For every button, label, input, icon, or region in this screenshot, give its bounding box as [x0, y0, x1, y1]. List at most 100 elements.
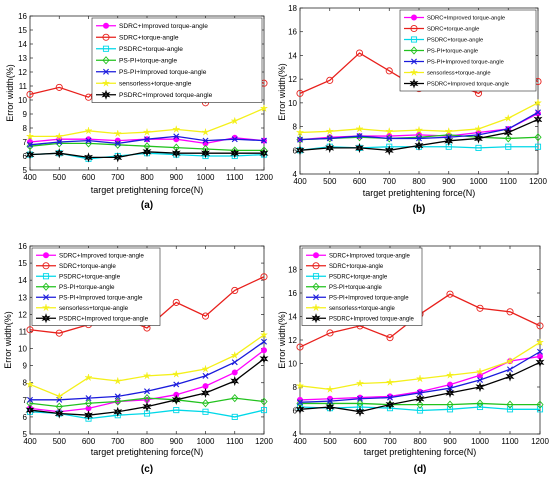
legend-label: sensorless+torque-angle	[427, 71, 491, 77]
y-tick-label: 16	[288, 289, 297, 298]
legend-marker	[409, 78, 419, 89]
legend-label: sensorless+torque-angle	[329, 306, 396, 312]
data-point	[56, 139, 63, 145]
series-lines	[295, 49, 543, 156]
data-point	[534, 143, 542, 150]
data-point	[25, 404, 35, 416]
data-point	[503, 113, 513, 122]
legend-marker	[101, 78, 111, 87]
legend-marker	[410, 36, 418, 43]
data-point	[201, 144, 210, 154]
series	[295, 357, 545, 417]
data-point	[114, 140, 121, 147]
data-point	[474, 124, 483, 133]
data-point	[26, 90, 34, 98]
data-point	[172, 298, 180, 306]
y-tick-label: 13	[18, 293, 27, 302]
data-point	[384, 126, 394, 135]
data-point	[142, 127, 152, 136]
legend-marker	[312, 273, 320, 280]
y-tick-label: 8	[23, 379, 28, 388]
data-point	[326, 329, 334, 337]
legend-marker	[102, 33, 110, 41]
x-tick-label: 700	[111, 437, 125, 446]
legend: SDRC+Improved torque-angle SDRC+torque-an…	[399, 9, 537, 92]
data-point	[295, 145, 305, 156]
legend-item: sensorless+torque-angle	[306, 303, 396, 312]
series-line	[299, 146, 538, 151]
legend: SDRC+Improved torque-angle SDRC+torque-an…	[31, 247, 161, 326]
data-point	[27, 396, 33, 403]
data-point	[385, 399, 395, 410]
y-ticks: 4 6 8 10 12 14 16 18	[288, 4, 538, 179]
data-point	[446, 400, 454, 409]
series-lines	[295, 290, 545, 417]
data-point	[386, 334, 394, 342]
x-tick-label: 400	[23, 173, 37, 182]
legend-marker	[313, 294, 319, 301]
legend-label: PSDRC+Improved torque-angle	[329, 316, 415, 322]
data-point	[506, 406, 514, 413]
y-tick-label: 12	[18, 68, 27, 77]
data-point	[295, 127, 305, 137]
series-line	[29, 397, 265, 408]
legend-label: SDRC+torque-angle	[59, 263, 116, 270]
x-tick-label: 1200	[255, 437, 273, 446]
y-tick-label: 9	[23, 110, 28, 119]
data-point	[507, 366, 513, 373]
data-point	[444, 135, 454, 146]
panel-b: 4 6 8 10 12 14 16 18 400 500 600 700 800 900 1000 1100…	[277, 4, 547, 215]
y-tick-label: 14	[18, 40, 27, 49]
data-point	[201, 364, 210, 373]
x-tick-label: 700	[383, 437, 397, 446]
legend-item: PSDRC+Improved torque-angle	[306, 313, 415, 324]
legend-label: SDRC+torque-angle	[427, 27, 479, 33]
data-point	[230, 116, 240, 125]
legend-item: PS-PI+torque-angle	[36, 282, 115, 291]
data-point	[260, 330, 268, 338]
series-lines	[25, 273, 269, 422]
legend-item: SDRC+torque-angle	[404, 24, 479, 33]
x-tick-label: 800	[412, 177, 426, 186]
y-tick-label: 15	[18, 26, 27, 35]
data-point	[201, 387, 210, 399]
legend-item: SDRC+Improved torque-angle	[404, 14, 505, 22]
data-point	[171, 148, 181, 159]
y-tick-label: 12	[288, 336, 297, 345]
data-point	[535, 109, 541, 116]
y-tick-label: 6	[293, 407, 298, 416]
x-tick-label: 1000	[470, 177, 488, 186]
legend-item: SDRC+torque-angle	[96, 33, 179, 41]
data-point	[201, 312, 210, 320]
x-tick-label: 600	[353, 437, 367, 446]
legend-marker	[411, 58, 417, 65]
data-point	[357, 395, 363, 402]
data-point	[387, 394, 393, 401]
panel-d: 4 6 8 10 12 14 16 18 400 500 600 700 800 900 1000 1100…	[277, 245, 549, 475]
x-tick-label: 1200	[529, 177, 547, 186]
data-point	[114, 137, 121, 144]
legend-marker	[103, 22, 110, 29]
legend-item: sensorless+torque-angle	[96, 78, 192, 87]
series	[25, 103, 269, 141]
legend-item: SDRC+torque-angle	[306, 262, 384, 270]
data-point	[202, 408, 209, 415]
x-tick-label: 1200	[255, 173, 273, 182]
panel-label: (d)	[414, 464, 427, 475]
data-point	[296, 343, 304, 351]
legend-item: PSDRC+torque-angle	[306, 273, 388, 280]
x-tick-label: 800	[413, 437, 427, 446]
y-ticks: 5 6 7 8 9 10 11 12 13 14 15 16	[18, 242, 264, 439]
y-tick-label: 6	[293, 146, 298, 155]
data-point	[535, 357, 545, 368]
legend-item: PS-PI+Improved torque-angle	[96, 68, 207, 76]
legend-label: SDRC+Improved torque-angle	[59, 252, 144, 259]
data-point	[536, 406, 544, 413]
legend-label: SDRC+Improved torque-angle	[119, 23, 208, 30]
data-point	[504, 134, 512, 143]
series-line	[299, 406, 540, 412]
data-point	[414, 125, 424, 134]
legend-label: PS-PI+Improved torque-angle	[119, 69, 207, 76]
y-tick-label: 10	[18, 345, 27, 354]
data-point	[506, 400, 514, 409]
